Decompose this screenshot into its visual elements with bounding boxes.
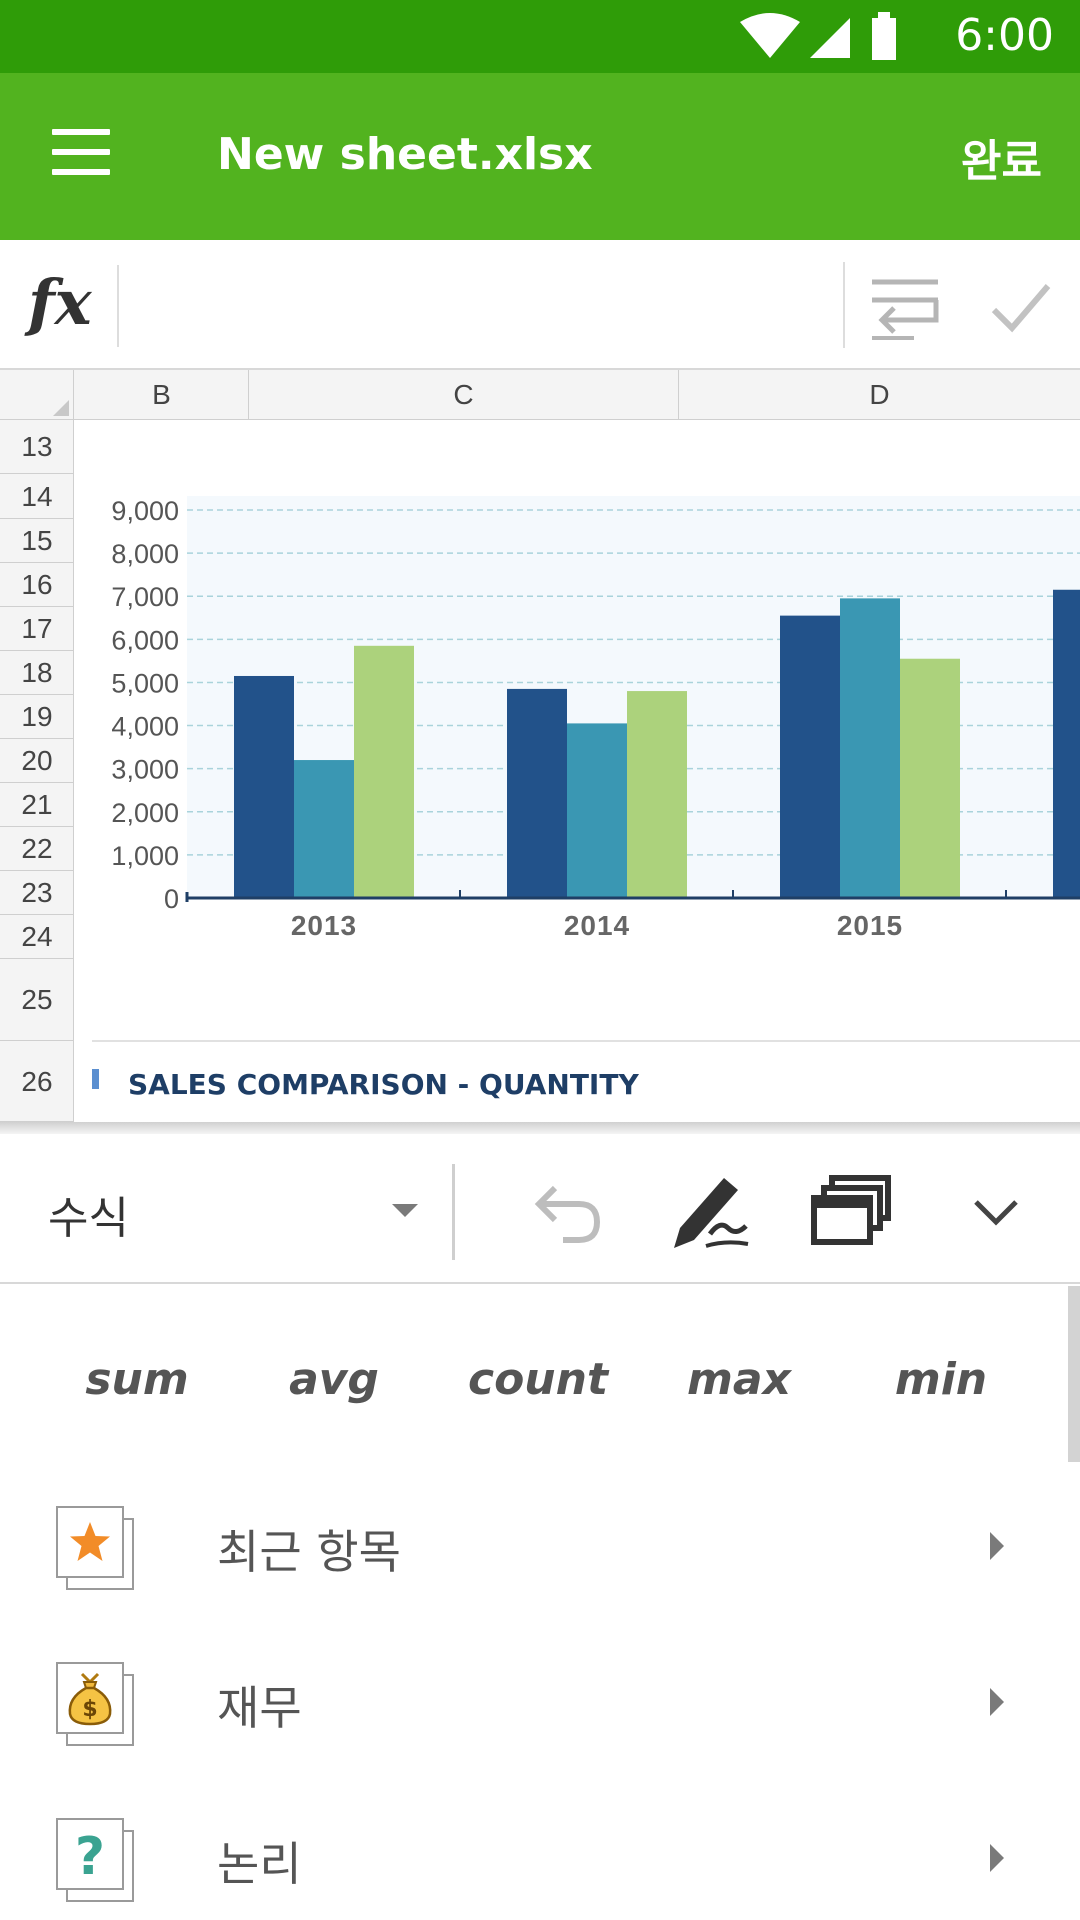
app-bar: New sheet.xlsx 완료 — [0, 73, 1080, 240]
function-category-label: 최근 항목 — [217, 1525, 401, 1579]
undo-icon[interactable] — [523, 1170, 607, 1254]
y-tick-label: 5,000 — [111, 668, 179, 698]
row-header-20[interactable]: 20 — [0, 739, 74, 783]
column-header-c[interactable]: C — [249, 370, 679, 420]
chart-title-marker — [92, 1069, 99, 1089]
column-header-b[interactable]: B — [75, 370, 249, 420]
row-header-14[interactable]: 14 — [0, 474, 74, 519]
row-header-19[interactable]: 19 — [0, 695, 74, 739]
category-dropdown[interactable]: 수식 — [0, 1134, 450, 1284]
column-header-d[interactable]: D — [869, 379, 890, 410]
function-category-financial[interactable]: $ 재무 — [0, 1622, 1068, 1778]
row-header-23[interactable]: 23 — [0, 871, 74, 915]
count-button[interactable]: count — [468, 1354, 608, 1405]
bar — [234, 675, 294, 898]
chevron-right-icon — [990, 1844, 1004, 1872]
money-bag-icon: $ — [56, 1662, 136, 1748]
row-header-18[interactable]: 18 — [0, 651, 74, 695]
check-icon[interactable] — [990, 280, 1052, 336]
scrollbar[interactable] — [1068, 1286, 1080, 1462]
chevron-down-icon[interactable] — [954, 1170, 1038, 1254]
question-icon: ? — [56, 1818, 136, 1904]
bar — [354, 645, 414, 898]
row-header-13[interactable]: 13 — [0, 420, 74, 474]
y-tick-label: 3,000 — [111, 755, 179, 785]
chart-separator — [92, 1040, 1080, 1042]
status-time: 6:00 — [955, 10, 1054, 61]
bar — [627, 691, 687, 898]
y-tick-label: 1,000 — [111, 841, 179, 871]
divider — [452, 1164, 455, 1260]
row-header-15[interactable]: 15 — [0, 519, 74, 563]
divider — [117, 265, 119, 347]
windows-icon[interactable] — [810, 1170, 894, 1254]
y-tick-label: 4,000 — [111, 712, 179, 742]
avg-button[interactable]: avg — [289, 1354, 379, 1405]
max-button[interactable]: max — [687, 1354, 791, 1405]
done-button[interactable]: 완료 — [961, 136, 1042, 187]
row-header-16[interactable]: 16 — [0, 563, 74, 607]
row-header-25[interactable]: 25 — [0, 959, 74, 1041]
row-header-21[interactable]: 21 — [0, 783, 74, 827]
sheet-bottom-edge — [0, 1122, 1080, 1134]
svg-text:$: $ — [82, 1697, 97, 1722]
category-label: 수식 — [48, 1193, 129, 1244]
dropdown-arrow-icon — [392, 1204, 418, 1217]
bar — [780, 615, 840, 898]
y-tick-label: 6,000 — [111, 625, 179, 655]
row-header-17[interactable]: 17 — [0, 607, 74, 651]
select-all-corner[interactable] — [0, 370, 74, 420]
formula-input[interactable] — [130, 260, 830, 350]
min-button[interactable]: min — [894, 1354, 988, 1405]
wrap-text-icon[interactable] — [870, 276, 940, 340]
formula-bar: fx — [0, 240, 1080, 370]
svg-text:?: ? — [75, 1828, 105, 1880]
row-header-24[interactable]: 24 — [0, 915, 74, 959]
sales-chart[interactable]: 0 1,000 2,000 3,000 4,000 5,000 6,000 7,000 8,00… — [75, 420, 1080, 960]
bar — [567, 723, 627, 898]
hamburger-menu-icon[interactable] — [52, 129, 114, 183]
star-icon — [56, 1506, 136, 1592]
bar — [1053, 589, 1080, 898]
function-category-label: 논리 — [217, 1837, 302, 1891]
chevron-right-icon — [990, 1532, 1004, 1560]
divider — [843, 262, 845, 348]
document-title: New sheet.xlsx — [217, 129, 593, 180]
bar — [294, 760, 354, 898]
pen-icon[interactable] — [666, 1170, 750, 1254]
sum-button[interactable]: sum — [85, 1354, 189, 1405]
y-tick-label: 9,000 — [111, 496, 179, 526]
editing-toolbar: 수식 — [0, 1134, 1080, 1284]
battery-icon — [872, 18, 896, 60]
chart-title: SALES COMPARISON - QUANTITY — [128, 1068, 639, 1101]
column-header: B C D — [0, 370, 1080, 420]
function-panel: sum avg count max min 최근 항목 $ 재무 — [0, 1286, 1080, 1920]
function-category-logical[interactable]: ? 논리 — [0, 1778, 1068, 1920]
row-header: 13 14 15 16 17 18 19 20 21 22 23 24 25 2… — [0, 420, 74, 1122]
bar — [840, 598, 900, 898]
bar — [900, 658, 960, 898]
y-tick-label: 7,000 — [111, 582, 179, 612]
x-tick-label: 2013 — [291, 910, 357, 941]
y-tick-label: 8,000 — [111, 539, 179, 569]
chevron-right-icon — [990, 1688, 1004, 1716]
fx-icon[interactable]: fx — [28, 266, 92, 339]
wifi-icon — [740, 13, 800, 58]
y-tick-label: 2,000 — [111, 798, 179, 828]
signal-icon — [810, 18, 850, 58]
status-icons — [740, 12, 896, 60]
row-header-26[interactable]: 26 — [0, 1041, 74, 1122]
row-header-22[interactable]: 22 — [0, 827, 74, 871]
function-category-label: 재무 — [217, 1681, 302, 1735]
x-tick-label: 2015 — [837, 910, 903, 941]
x-tick-label: 2014 — [564, 910, 630, 941]
status-bar: 6:00 — [0, 0, 1080, 73]
bar — [507, 688, 567, 898]
function-category-recent[interactable]: 최근 항목 — [0, 1466, 1068, 1622]
y-tick-label: 0 — [164, 884, 179, 914]
